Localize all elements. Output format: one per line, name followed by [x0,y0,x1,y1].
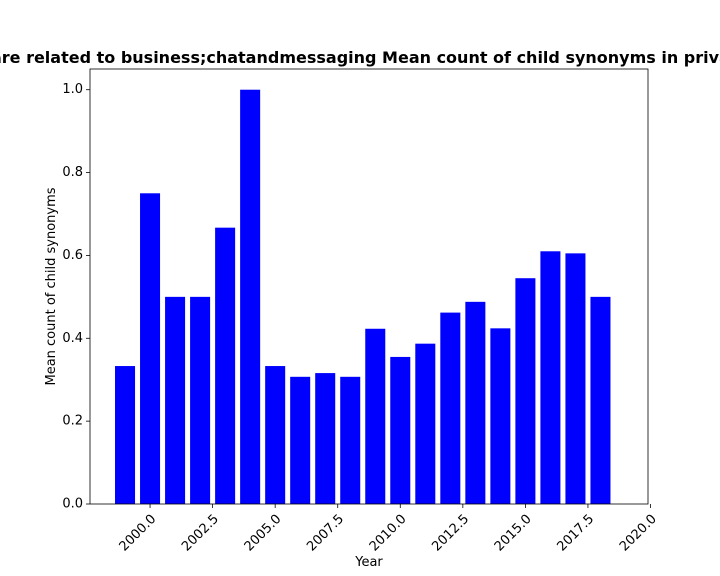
bar-2012 [440,312,461,504]
bar-2004 [240,89,261,505]
bar-2010 [390,356,411,504]
bar-2014 [490,328,511,504]
y-tick-label: 0.6 [62,248,83,263]
bar-2001 [165,296,186,504]
bar-2007 [315,373,336,504]
y-axis-ticks: 0.0 0.2 0.4 0.6 0.8 1.0 [62,82,90,512]
bar-2000 [140,193,161,505]
y-tick-label: 0.4 [62,331,83,346]
bar-2005 [265,366,286,504]
plot-area-frame [89,68,649,505]
bar-2013 [465,301,486,504]
y-tick-label: 0.2 [62,414,83,429]
x-axis-label: Year [354,555,383,570]
y-tick-label: 0.8 [62,165,83,180]
bar-2002 [190,296,211,504]
y-tick-label: 0.0 [62,497,83,512]
bar-2015 [515,278,536,504]
bars-group [115,89,611,505]
bar-2017 [565,253,586,504]
bar-2009 [365,328,386,504]
bar-2011 [415,343,436,504]
y-tick-label: 1.0 [62,82,83,97]
bar-1999 [115,366,136,504]
bar-2016 [540,251,561,504]
bar-2018 [590,296,611,504]
y-axis-label: Mean count of child synonyms [44,187,59,385]
chart-title: Total papers that are related to busines… [0,48,720,67]
bar-2003 [215,227,236,505]
bar-2008 [340,376,361,504]
bar-2006 [290,376,311,504]
